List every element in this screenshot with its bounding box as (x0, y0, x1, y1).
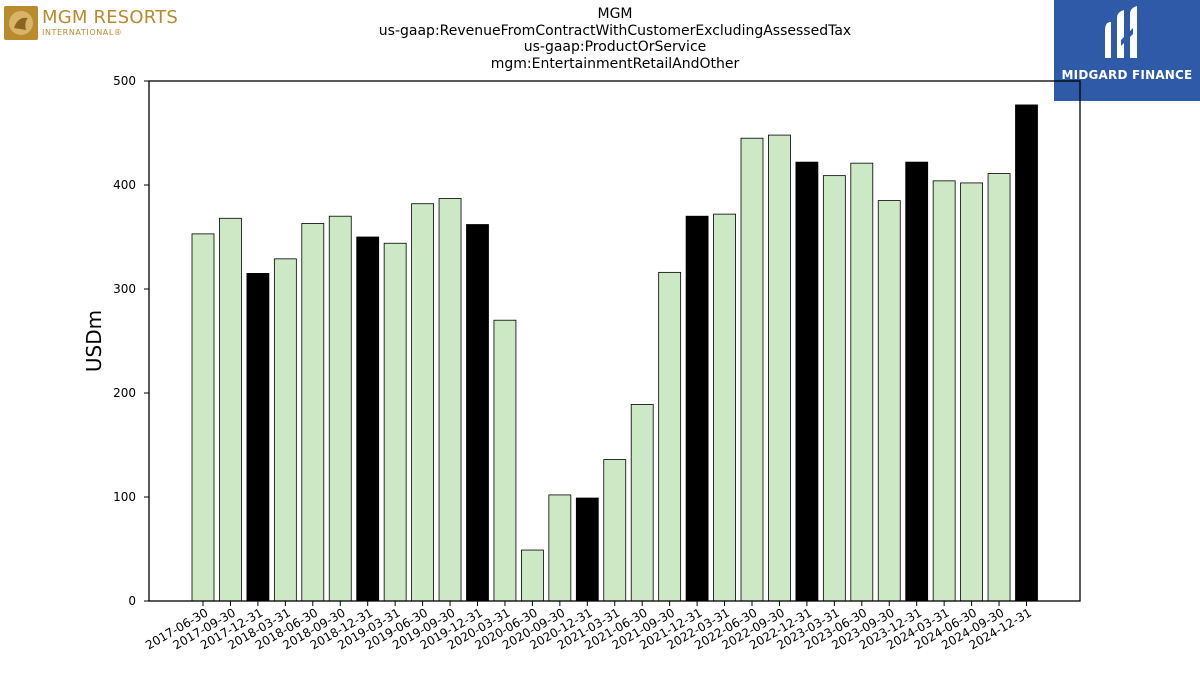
bar-2022-03-31 (713, 213, 736, 602)
bar-2017-12-31 (246, 272, 270, 602)
bar-2023-03-31 (822, 175, 846, 602)
bar-2019-03-31 (383, 242, 407, 602)
bar-2023-12-31 (905, 161, 929, 602)
title-line-2: us-gaap:RevenueFromContractWithCustomerE… (378, 22, 852, 39)
title-line-1: MGM (597, 6, 633, 22)
y-tick-label: 0 (128, 594, 136, 608)
bar-2022-06-30 (740, 137, 764, 602)
bar-2019-06-30 (411, 203, 435, 602)
bar-2023-06-30 (850, 162, 874, 602)
logo-sub-text: INTERNATIONAL® (42, 28, 123, 37)
bar-2022-09-30 (768, 134, 791, 602)
y-tick-label: 400 (113, 178, 136, 192)
plot-frame (148, 80, 1081, 602)
bar-2018-12-31 (356, 236, 380, 602)
bar-2019-12-31 (466, 224, 489, 602)
bar-2023-09-30 (877, 200, 901, 602)
title-line-3: us-gaap:ProductOrService (523, 39, 707, 55)
bar-2020-03-31 (493, 319, 517, 602)
title-line-4: mgm:EntertainmentRetailAndOther (490, 55, 740, 72)
y-axis-label: USDm (82, 310, 106, 372)
bar-2021-03-31 (603, 459, 627, 602)
bar-2021-06-30 (630, 404, 654, 602)
bar-2018-06-30 (301, 223, 325, 602)
logo-brand-text: MGM RESORTS (42, 7, 179, 28)
y-tick-label: 100 (113, 490, 136, 504)
bar-2017-09-30 (219, 217, 242, 602)
y-tick-label: 200 (113, 386, 136, 400)
bar-2021-12-31 (685, 215, 709, 602)
bar-2018-09-30 (328, 215, 352, 602)
mgm-resorts-logo: MGM RESORTS INTERNATIONAL® (4, 4, 194, 42)
midgard-finance-logo: MIDGARD FINANCE (1054, 0, 1200, 101)
lion-icon (4, 6, 38, 40)
bar-2024-03-31 (932, 180, 956, 602)
bar-2024-09-30 (987, 173, 1011, 602)
bar-2020-09-30 (548, 494, 572, 602)
bar-2017-06-30 (191, 233, 215, 602)
bar-2024-06-30 (960, 182, 983, 602)
chart-title: MGM us-gaap:RevenueFromContractWithCusto… (250, 6, 980, 72)
bar-2020-06-30 (521, 549, 544, 602)
midgard-m-logo-icon (1105, 6, 1137, 58)
y-tick-label: 500 (113, 74, 136, 88)
midgard-logo-text: MIDGARD FINANCE (1061, 68, 1193, 82)
y-tick-label: 300 (113, 282, 136, 296)
bar-2020-12-31 (575, 497, 599, 602)
bar-2021-09-30 (658, 271, 682, 602)
bar-2019-09-30 (438, 198, 462, 602)
bar-2024-12-31 (1015, 104, 1038, 602)
bar-2022-12-31 (795, 161, 819, 602)
bar-2018-03-31 (273, 258, 297, 602)
